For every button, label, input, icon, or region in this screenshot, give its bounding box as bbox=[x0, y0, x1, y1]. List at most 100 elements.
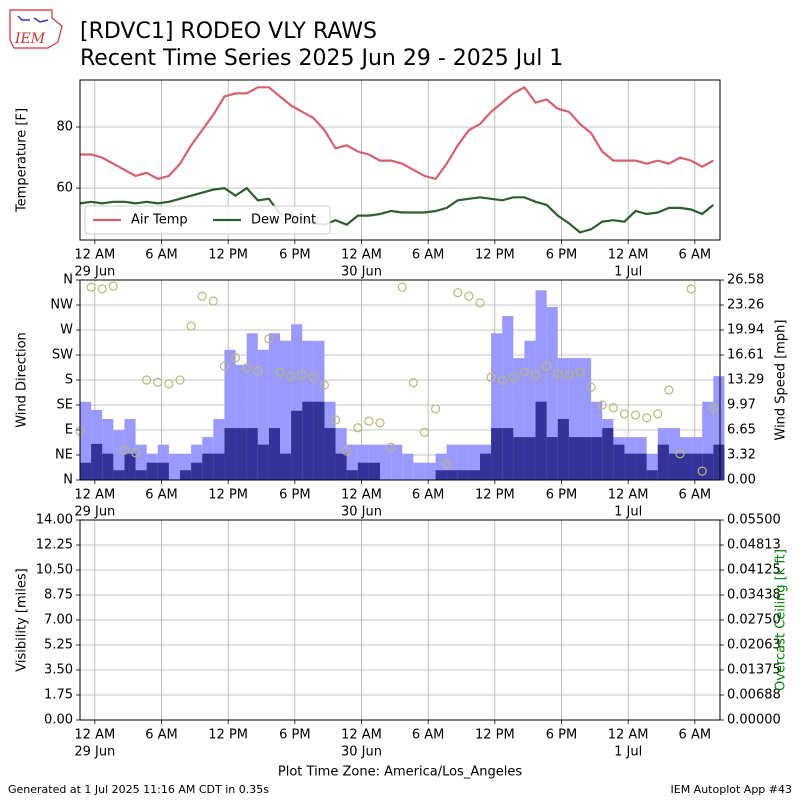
point bbox=[464, 291, 474, 301]
bar bbox=[257, 349, 269, 480]
bar bbox=[124, 453, 136, 480]
legend-box bbox=[84, 205, 331, 235]
y-tick-label: S bbox=[65, 373, 73, 388]
bar bbox=[468, 470, 480, 480]
point bbox=[430, 404, 441, 414]
bar bbox=[291, 324, 303, 480]
bar bbox=[480, 453, 492, 480]
bar bbox=[435, 453, 447, 480]
point bbox=[364, 416, 374, 426]
y-tick-label: 1.75 bbox=[44, 688, 73, 703]
bar bbox=[413, 462, 425, 480]
chart-title: [RDVC1] RODEO VLY RAWS bbox=[80, 19, 377, 44]
chart-subtitle: Recent Time Series 2025 Jun 29 - 2025 Ju… bbox=[80, 46, 563, 71]
point bbox=[686, 284, 696, 294]
point bbox=[253, 366, 263, 376]
y-tick-label: NE bbox=[55, 448, 73, 463]
x-tick-label: 6 AM bbox=[145, 488, 178, 503]
point bbox=[97, 284, 107, 294]
series-line bbox=[79, 186, 714, 234]
legend-label: Dew Point bbox=[251, 213, 316, 228]
point bbox=[142, 375, 152, 385]
x-tick-label: 12 AM bbox=[341, 248, 382, 263]
bar bbox=[191, 462, 203, 480]
point bbox=[586, 382, 596, 392]
bar bbox=[568, 437, 580, 480]
x-date-label: 29 Jun bbox=[74, 505, 115, 520]
point bbox=[664, 385, 674, 395]
footer-right: IEM Autoplot App #43 bbox=[671, 783, 793, 796]
y2-tick-label: 26.58 bbox=[727, 273, 764, 288]
point bbox=[264, 334, 274, 344]
x-tick-label: 6 AM bbox=[145, 248, 178, 263]
x-tick-label: 12 PM bbox=[475, 488, 515, 503]
bar bbox=[346, 470, 358, 480]
bar bbox=[535, 290, 547, 480]
point bbox=[653, 409, 663, 419]
x-tick-label: 12 AM bbox=[608, 488, 649, 503]
series-line bbox=[80, 85, 714, 181]
point bbox=[342, 446, 352, 456]
bar bbox=[602, 428, 614, 480]
point bbox=[153, 377, 163, 387]
point bbox=[575, 367, 585, 377]
bar bbox=[457, 444, 469, 480]
point bbox=[553, 369, 563, 379]
x-date-label: 29 Jun bbox=[74, 265, 115, 280]
point bbox=[319, 380, 330, 390]
x-date-label: 30 Jun bbox=[341, 505, 382, 520]
point bbox=[497, 375, 507, 385]
x-tick-label: 12 AM bbox=[74, 488, 115, 503]
bar bbox=[513, 437, 525, 480]
x-tick-label: 12 PM bbox=[208, 248, 248, 263]
y-tick-label: E bbox=[65, 423, 73, 438]
bar bbox=[113, 430, 125, 480]
x-tick-label: 12 AM bbox=[608, 248, 649, 263]
x-date-label: 1 Jul bbox=[614, 265, 642, 280]
legend-label: Air Temp bbox=[131, 213, 188, 228]
y-tick-label: 14.00 bbox=[36, 513, 73, 528]
bar bbox=[402, 453, 414, 480]
bar bbox=[213, 419, 225, 480]
point bbox=[519, 367, 530, 377]
bar bbox=[446, 470, 458, 480]
point bbox=[164, 379, 174, 389]
bar bbox=[91, 443, 103, 480]
point bbox=[608, 403, 618, 413]
bar bbox=[657, 444, 669, 480]
x-tick-label: 12 PM bbox=[475, 248, 515, 263]
x-tick-label: 12 AM bbox=[341, 728, 382, 743]
bar bbox=[380, 444, 392, 480]
y2-tick-label: 9.97 bbox=[727, 397, 756, 412]
bar bbox=[702, 453, 714, 480]
x-tick-label: 12 AM bbox=[74, 248, 115, 263]
x-tick-label: 6 PM bbox=[546, 488, 577, 503]
y-tick-label: N bbox=[63, 473, 73, 488]
x-date-label: 1 Jul bbox=[614, 745, 642, 760]
bar bbox=[524, 437, 536, 480]
bar bbox=[546, 437, 558, 480]
x-tick-label: 6 AM bbox=[679, 248, 712, 263]
footer-left: Generated at 1 Jul 2025 11:16 AM CDT in … bbox=[8, 783, 269, 796]
point bbox=[508, 372, 518, 382]
y2-tick-label: 0.04813 bbox=[727, 538, 781, 553]
point bbox=[542, 361, 552, 371]
bar bbox=[491, 428, 503, 480]
bar bbox=[291, 410, 303, 480]
x-tick-label: 6 AM bbox=[412, 488, 445, 503]
y-axis-label: Wind Direction bbox=[15, 332, 30, 428]
x-tick-label: 6 AM bbox=[412, 248, 445, 263]
plot-frame bbox=[79, 519, 721, 721]
bar bbox=[580, 358, 592, 480]
logo: IEM bbox=[9, 9, 63, 49]
bar bbox=[302, 401, 314, 480]
bar bbox=[446, 444, 458, 480]
bar bbox=[168, 453, 180, 480]
bar bbox=[368, 462, 380, 480]
bar bbox=[568, 358, 580, 480]
logo-lines bbox=[17, 15, 49, 23]
bar bbox=[268, 333, 280, 480]
plot-frame bbox=[79, 279, 721, 481]
point bbox=[597, 400, 607, 410]
